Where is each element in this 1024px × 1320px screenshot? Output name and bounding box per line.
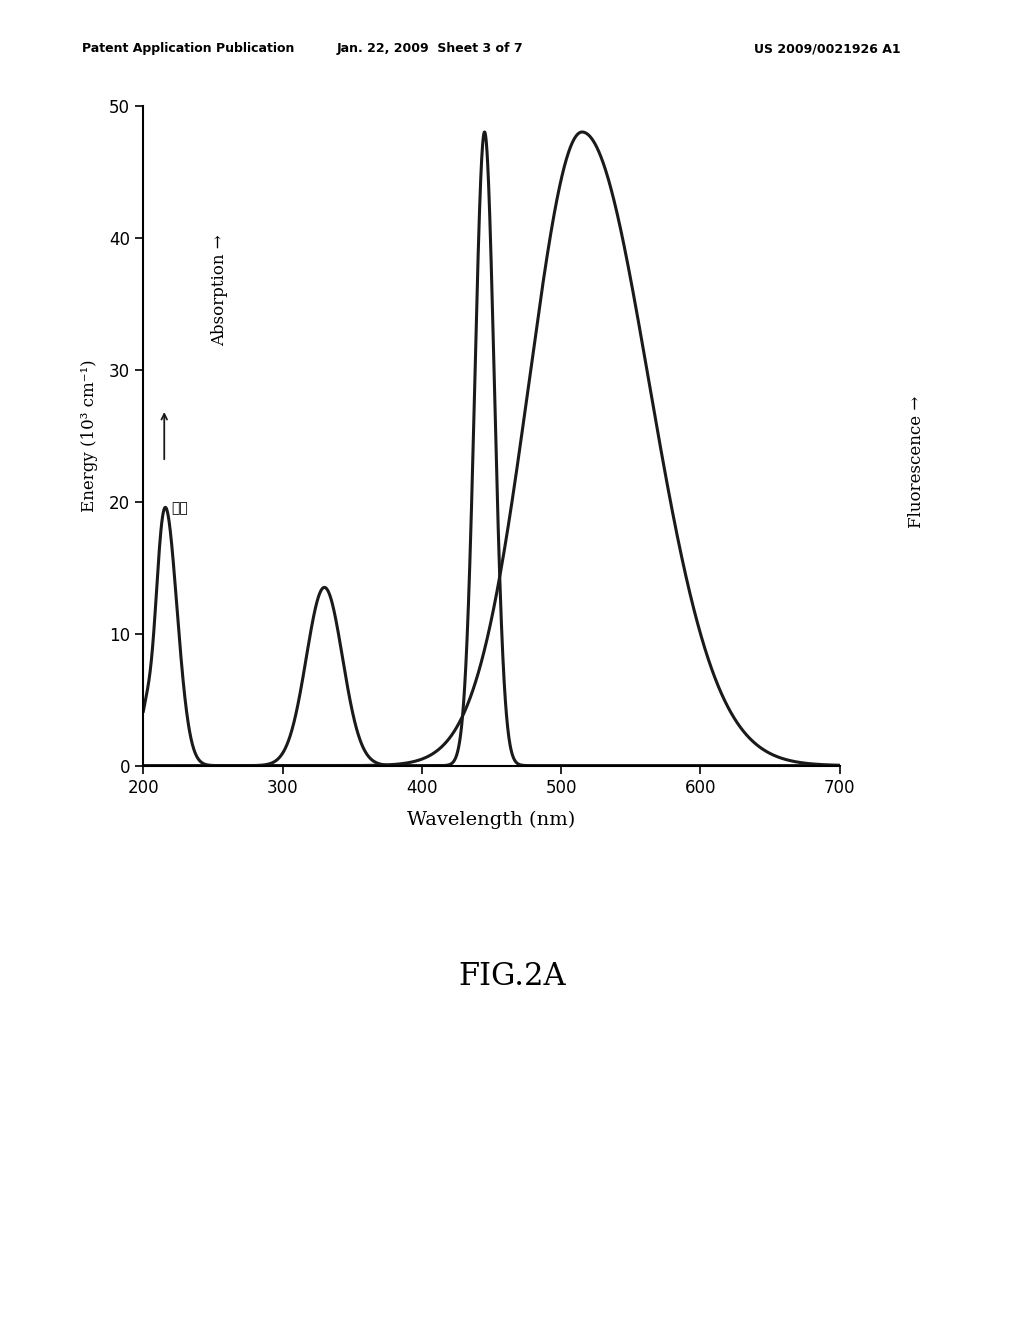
Y-axis label: Energy (10³ cm⁻¹): Energy (10³ cm⁻¹) — [81, 359, 98, 512]
Text: US 2009/0021926 A1: US 2009/0021926 A1 — [755, 42, 901, 55]
Text: Fluorescence →: Fluorescence → — [908, 396, 925, 528]
X-axis label: Wavelength (nm): Wavelength (nm) — [408, 810, 575, 829]
Text: FIG.2A: FIG.2A — [458, 961, 566, 993]
Text: Absorption →: Absorption → — [211, 235, 228, 346]
Text: Jan. 22, 2009  Sheet 3 of 7: Jan. 22, 2009 Sheet 3 of 7 — [337, 42, 523, 55]
Text: Patent Application Publication: Patent Application Publication — [82, 42, 294, 55]
Text: 吸收: 吸收 — [171, 502, 188, 516]
